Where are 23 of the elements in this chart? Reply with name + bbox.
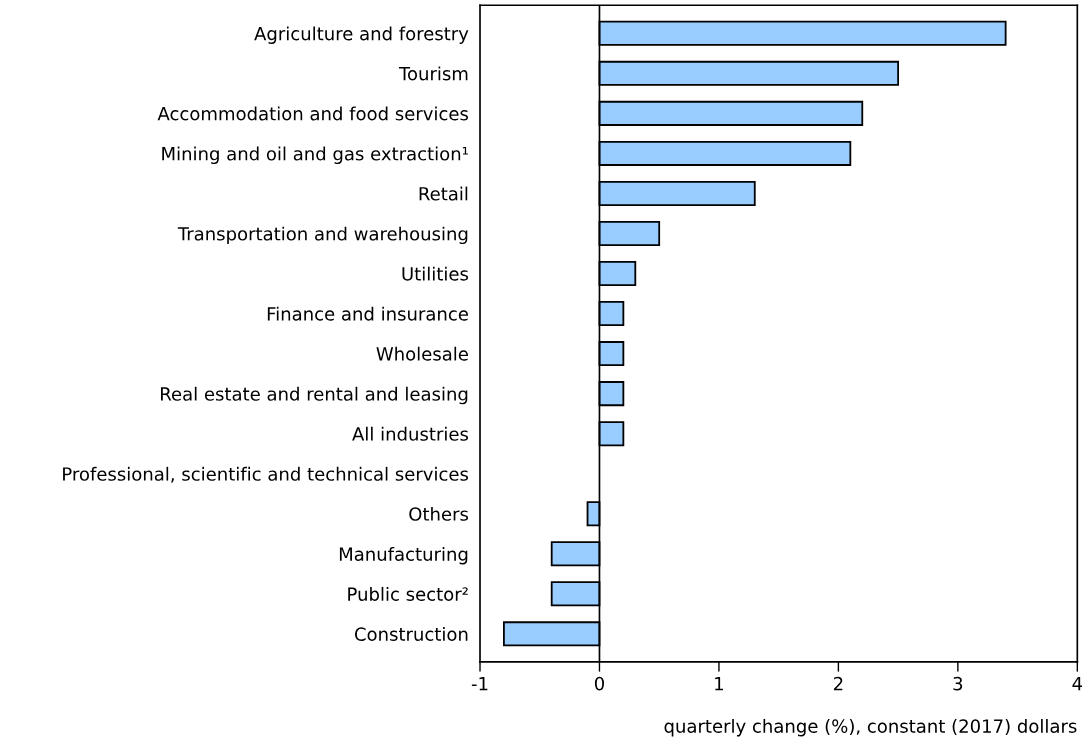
y-tick-label: All industries: [352, 426, 469, 441]
y-tick-label: Mining and oil and gas extraction¹: [162, 146, 468, 165]
y-tick-label: Accommodation and food services: [157, 106, 469, 121]
x-tick-label: 3: [953, 676, 963, 691]
y-tick-label: Finance and insurance: [267, 306, 468, 321]
x-tick-label: 2: [833, 676, 843, 691]
y-tick-label: Public sector²: [348, 586, 468, 601]
y-tick-label: Wholesale: [376, 346, 468, 361]
y-tick-label: Manufacturing: [339, 546, 468, 565]
y-tick-label: Tourism: [398, 66, 468, 81]
y-tick-label: Retail: [419, 186, 468, 201]
x-tick-label: -1: [471, 677, 488, 691]
y-tick-label: Utilities: [402, 266, 469, 281]
x-tick-label: 1: [715, 677, 724, 691]
x-tick-label: 0: [594, 676, 605, 691]
y-tick-label: Others: [409, 506, 469, 521]
x-tick-label: 4: [1072, 677, 1083, 691]
y-tick-label: Agriculture and forestry: [254, 26, 469, 44]
y-tick-label: Construction: [354, 627, 468, 641]
y-tick-label: Transportation and warehousing: [177, 226, 468, 245]
y-tick-label: Professional, scientific and technical services: [63, 466, 469, 483]
x-axis-title: quarterly change (%), constant (2017) dollars: [664, 718, 1077, 737]
y-tick-label: Real estate and rental and leasing: [161, 386, 468, 405]
